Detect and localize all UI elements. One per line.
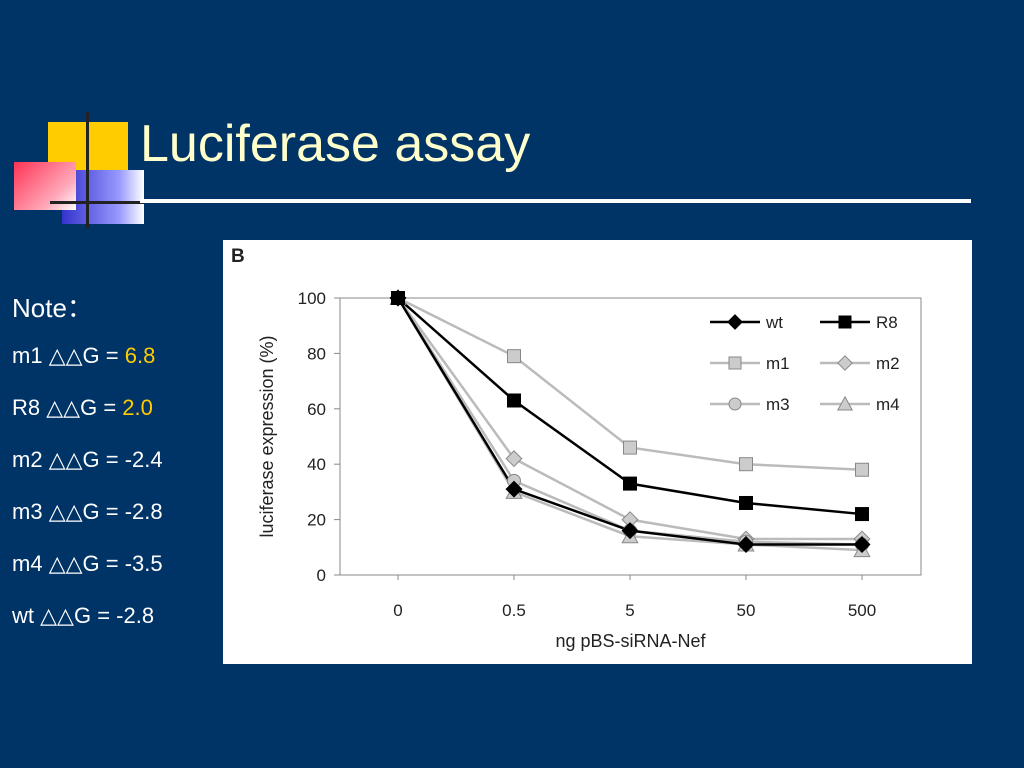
note-item-m4: m4 △△G = -3.5 — [12, 551, 163, 603]
notes-heading: Note： — [12, 293, 93, 323]
note-name: R8 — [12, 395, 47, 420]
note-symbol: △△G — [48, 499, 100, 524]
y-tick-label: 20 — [307, 511, 326, 530]
x-axis-label: ng pBS-siRNA-Nef — [555, 631, 706, 651]
panel-label: B — [231, 246, 245, 267]
x-tick-label: 0.5 — [502, 601, 526, 620]
note-equals: = — [91, 603, 117, 628]
note-value: -2.8 — [116, 603, 155, 628]
y-tick-label: 0 — [317, 566, 326, 585]
y-tick-label: 60 — [307, 400, 326, 419]
y-axis-label: luciferase expression (%) — [257, 335, 277, 537]
note-name: wt — [12, 603, 41, 628]
point-wt — [621, 522, 639, 540]
point-R8 — [507, 393, 521, 408]
legend-label-m2: m2 — [876, 354, 900, 373]
notes-panel: Note： m1 △△G = 6.8 R8 △△G = 2.0 m2 △△G = -… — [12, 288, 163, 655]
note-item-m1: m1 △△G = 6.8 — [12, 343, 163, 395]
note-equals: = — [99, 343, 125, 368]
x-tick-label: 500 — [848, 601, 876, 620]
title-underline — [140, 199, 971, 203]
point-R8 — [855, 507, 869, 522]
logo-horizontal-line — [50, 201, 144, 204]
note-item-m2: m2 △△G = -2.4 — [12, 447, 163, 499]
note-value: 2.0 — [122, 395, 153, 420]
note-item-R8: R8 △△G = 2.0 — [12, 395, 163, 447]
chart-panel: B 0 20 40 60 80 100 0 0.5 5 50 500 ng pBS-siRNA-Nef l… — [223, 240, 972, 664]
note-value: -2.4 — [124, 447, 163, 472]
note-equals: = — [97, 395, 123, 420]
note-name: m1 — [12, 343, 49, 368]
point-wt — [853, 536, 871, 554]
logo-vertical-line — [86, 112, 89, 228]
legend-marker-m4 — [836, 395, 854, 411]
note-equals: = — [99, 499, 125, 524]
y-tick-label: 100 — [298, 289, 326, 308]
note-value: 6.8 — [124, 343, 156, 368]
slide-title: Luciferase assay — [140, 115, 531, 173]
legend-marker-m3 — [728, 397, 742, 411]
legend-marker-m1 — [728, 356, 742, 370]
note-equals: = — [99, 551, 125, 576]
point-R8 — [623, 476, 637, 491]
note-item-m3: m3 △△G = -2.8 — [12, 499, 163, 551]
legend-marker-R8 — [838, 315, 852, 329]
legend-label-m4: m4 — [876, 395, 900, 414]
note-symbol: △△G — [48, 343, 100, 368]
legend-marker-m2 — [837, 355, 853, 371]
note-item-wt: wt △△G = -2.8 — [12, 603, 163, 655]
note-name: m3 — [12, 499, 49, 524]
point-R8 — [739, 495, 753, 510]
line-chart: B 0 20 40 60 80 100 0 0.5 5 50 500 ng pBS-siRNA-Nef l… — [231, 246, 922, 651]
legend-label-R8: R8 — [876, 313, 898, 332]
note-symbol: △△G — [46, 395, 98, 420]
point-m2 — [505, 450, 523, 468]
point-m1 — [623, 440, 637, 455]
legend-label-m1: m1 — [766, 354, 790, 373]
point-m1 — [855, 462, 869, 477]
note-name: m4 — [12, 551, 49, 576]
note-name: m2 — [12, 447, 49, 472]
legend-label-wt: wt — [765, 313, 783, 332]
note-value: -2.8 — [124, 499, 163, 524]
note-symbol: △△G — [48, 551, 100, 576]
point-m1 — [507, 349, 521, 364]
note-symbol: △△G — [40, 603, 92, 628]
note-equals: = — [99, 447, 125, 472]
point-m1 — [739, 457, 753, 472]
y-tick-label: 80 — [307, 344, 326, 363]
x-tick-label: 5 — [625, 601, 634, 620]
notes-list: m1 △△G = 6.8 R8 △△G = 2.0 m2 △△G = -2.4 m3 … — [12, 343, 163, 655]
point-wt — [737, 536, 755, 554]
x-tick-label: 50 — [737, 601, 756, 620]
note-symbol: △△G — [48, 447, 100, 472]
note-value: -3.5 — [124, 551, 163, 576]
point-R8 — [391, 291, 405, 305]
legend-label-m3: m3 — [766, 395, 790, 414]
y-tick-label: 40 — [307, 455, 326, 474]
legend-marker-wt — [727, 314, 743, 330]
point-wt — [505, 480, 523, 498]
x-tick-label: 0 — [393, 601, 402, 620]
